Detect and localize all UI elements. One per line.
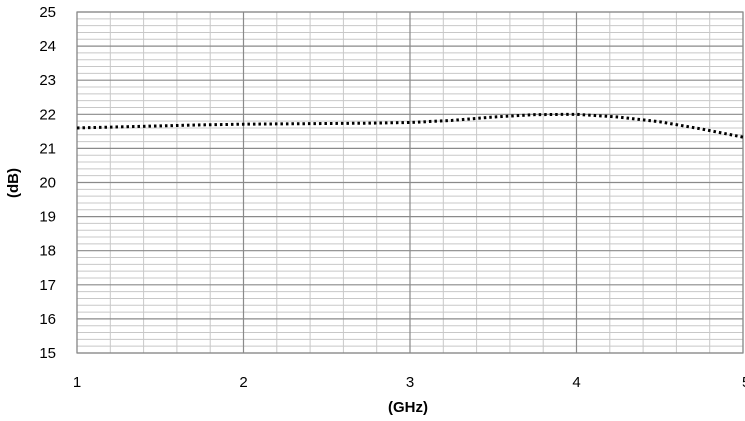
x-tick-label: 4 [572, 374, 580, 391]
y-tick-label: 19 [39, 209, 56, 226]
series-line-0 [76, 112, 744, 139]
x-tick-label: 1 [73, 374, 81, 391]
y-tick-label: 25 [39, 4, 56, 21]
y-tick-label: 16 [39, 311, 56, 328]
y-tick-label: 24 [39, 38, 56, 55]
x-tick-label: 5 [742, 374, 745, 391]
y-tick-label: 21 [39, 140, 56, 157]
y-tick-labels: 15 16 17 18 19 20 21 22 23 24 25 [39, 4, 56, 362]
y-tick-label: 15 [39, 345, 56, 362]
grid [76, 11, 744, 354]
y-tick-label: 20 [39, 175, 56, 192]
y-tick-label: 23 [39, 72, 56, 89]
y-tick-label: 18 [39, 243, 56, 260]
plot-frame [76, 11, 744, 354]
x-tick-labels: 1 2 3 4 5 [73, 374, 745, 391]
x-axis-label: (GHz) [388, 399, 428, 416]
series-layer [76, 112, 744, 139]
y-axis-label: (dB) [5, 168, 22, 198]
y-tick-label: 22 [39, 106, 56, 123]
x-tick-label: 2 [239, 374, 247, 391]
x-tick-label: 3 [406, 374, 414, 391]
y-tick-label: 17 [39, 277, 56, 294]
